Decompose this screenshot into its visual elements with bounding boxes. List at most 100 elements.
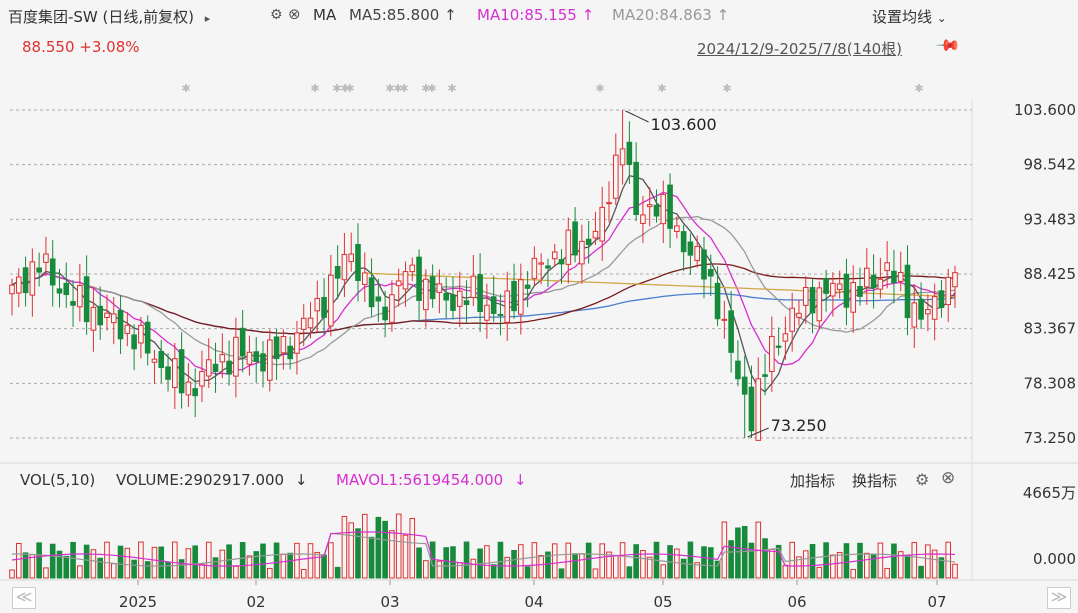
indicator-gear-icon[interactable]: ⚙	[915, 470, 930, 489]
candle-body	[321, 296, 327, 318]
candle-body	[918, 298, 924, 320]
event-marker-icon: ✱	[332, 82, 341, 95]
volume-bar	[938, 557, 945, 579]
ma-settings-gear-icon[interactable]: ⚙	[270, 7, 283, 23]
scroll-left-button[interactable]: ≪	[12, 587, 36, 609]
price-tick-label: 93.483	[1024, 210, 1077, 228]
candle-body	[307, 317, 314, 329]
volume-bar	[321, 554, 327, 579]
candle-body	[15, 276, 22, 294]
low-label: 73.250	[771, 416, 827, 435]
candle-body	[219, 354, 226, 363]
candle-body	[29, 261, 36, 296]
volume-bar	[273, 542, 280, 579]
volume-bar	[389, 530, 395, 579]
ma20-value: MA20:84.863 ↑	[612, 6, 729, 24]
candle-body	[836, 283, 843, 291]
date-range[interactable]: 2024/12/9-2025/7/8(140根)	[697, 40, 903, 58]
ma-close-icon[interactable]: ⊗	[288, 5, 301, 23]
candle-body	[423, 278, 429, 311]
candle-body	[748, 386, 755, 432]
mavol1-line	[11, 531, 956, 567]
price-axis: 103.600 98.542 93.483 88.425 83.367 78.308 73.…	[1014, 101, 1076, 447]
volume-bar	[151, 546, 158, 579]
volume-bar	[490, 564, 497, 579]
ma-settings-button[interactable]: 设置均线 ⌄	[872, 6, 947, 27]
volume-bar	[816, 566, 823, 579]
volume-bar	[796, 556, 802, 579]
volume-bar	[545, 551, 551, 579]
volume-bar	[762, 538, 768, 579]
volume-bar	[551, 543, 558, 579]
mavol2-line	[12, 532, 956, 567]
candle-body	[151, 358, 158, 363]
switch-indicator-button[interactable]: 换指标	[852, 472, 898, 490]
candle-body	[640, 214, 646, 224]
last-price: 88.550	[22, 38, 75, 56]
volume-bar	[606, 551, 612, 579]
volume-bar	[226, 544, 232, 579]
candle-body	[680, 231, 687, 253]
indicator-close-icon[interactable]: ⊗	[941, 468, 956, 488]
event-marker-icon: ✱	[399, 82, 408, 95]
volume-bar	[877, 542, 884, 579]
candle-body	[891, 270, 897, 284]
candle-body	[9, 284, 15, 295]
volume-bar	[741, 525, 748, 579]
candle-body	[402, 271, 409, 290]
candle-body	[361, 272, 368, 286]
candle-body	[524, 284, 531, 289]
volume-bar	[158, 546, 165, 579]
volume-bar	[599, 543, 606, 579]
title-menu-caret[interactable]: ▸	[204, 12, 211, 25]
candle-body	[864, 267, 870, 288]
add-indicator-button[interactable]: 加指标	[790, 472, 836, 490]
volume-bar	[891, 543, 897, 579]
candle-body	[56, 288, 63, 294]
volume-bar	[463, 541, 470, 579]
event-marker-icon: ✱	[421, 82, 430, 95]
price-gridlines	[0, 100, 1078, 581]
volume-text: VOLUME:2902917.000	[116, 471, 285, 489]
volume-bar	[925, 544, 931, 579]
candle-body	[314, 297, 321, 312]
time-tick-label: 03	[380, 593, 399, 611]
scroll-right-button[interactable]: ≫	[1047, 587, 1071, 609]
candles[interactable]	[9, 110, 958, 441]
volume-bar	[830, 554, 836, 579]
volume-bar	[239, 542, 246, 579]
volume-bar	[300, 568, 307, 579]
candle-body	[707, 269, 714, 277]
volume-tick-label: 4665万	[1023, 484, 1076, 502]
chevron-down-icon: ⌄	[936, 11, 947, 25]
candle-body	[721, 318, 728, 321]
ma60-line	[11, 263, 956, 335]
candle-body	[443, 293, 449, 301]
volume-bars	[9, 513, 958, 579]
volume-bar	[138, 541, 144, 579]
volume-down-arrow-icon: ↓	[294, 471, 308, 489]
volume-bar	[633, 544, 639, 579]
candle-body	[497, 313, 504, 316]
candle-body	[138, 324, 144, 344]
candle-body	[300, 317, 307, 330]
volume-bar	[131, 559, 137, 579]
candle-body	[850, 282, 857, 313]
price-tick-label: 83.367	[1024, 320, 1077, 338]
volume-bar	[348, 522, 355, 579]
event-marker-icon: ✱	[595, 82, 604, 95]
candle-body	[389, 294, 395, 323]
volume-bar	[660, 564, 667, 579]
event-marker-icon: ✱	[340, 82, 349, 95]
candle-body	[104, 312, 110, 318]
volume-bar	[341, 515, 348, 579]
volume-bar	[538, 554, 544, 579]
candle-body	[124, 324, 131, 334]
stock-title[interactable]: 百度集团-SW (日线,前复权) ▸	[8, 6, 210, 27]
volume-bar	[287, 552, 293, 579]
candle-body	[172, 358, 178, 389]
candle-body	[117, 309, 124, 340]
volume-bar	[36, 542, 42, 579]
candle-body	[226, 360, 232, 375]
